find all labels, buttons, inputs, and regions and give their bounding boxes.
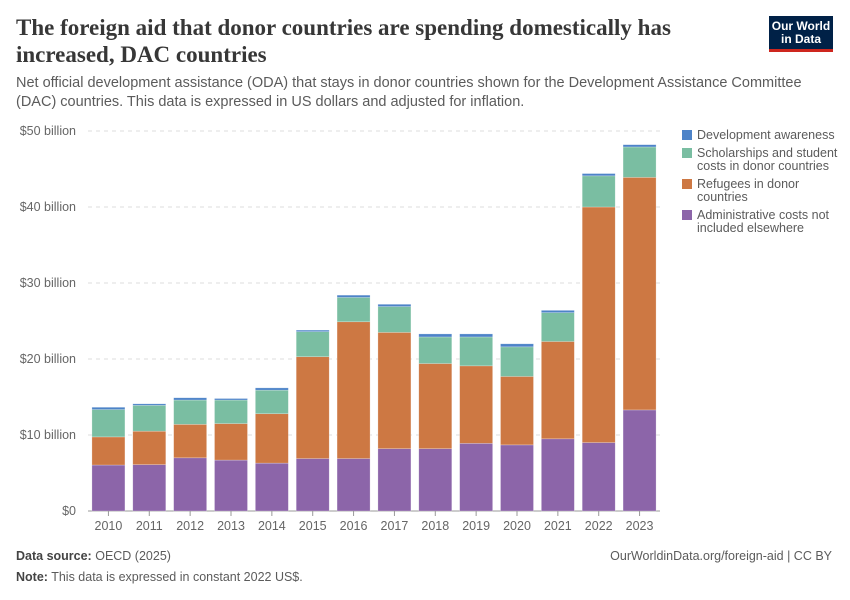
x-tick-label: 2023 <box>626 519 654 533</box>
legend-label: Scholarships and student costs in donor c… <box>697 146 838 173</box>
bar-segment <box>581 206 616 443</box>
note: Note: This data is expressed in constant… <box>16 570 303 584</box>
legend-swatch <box>682 179 692 189</box>
legend-swatch <box>682 148 692 158</box>
bar-segment <box>418 448 453 512</box>
bar-segment <box>581 175 616 208</box>
x-tick-label: 2018 <box>421 519 449 533</box>
bar-segment <box>418 333 453 338</box>
bar-segment <box>336 321 371 459</box>
x-tick-label: 2016 <box>340 519 368 533</box>
bar-segment <box>336 294 371 298</box>
chart-title: The foreign aid that donor countries are… <box>16 15 671 67</box>
bar-segment <box>418 336 453 364</box>
bar-segment <box>214 459 248 512</box>
bar-segment <box>459 365 493 444</box>
y-tick-label: $50 billion <box>20 124 76 138</box>
bar-segment <box>500 444 534 512</box>
bar-segment <box>581 173 616 177</box>
bar-segment <box>255 413 289 464</box>
bar-segment <box>132 430 167 465</box>
bar-segment <box>255 387 289 391</box>
bar-segment <box>377 306 412 333</box>
bar-segment <box>173 399 207 425</box>
legend-label: Refugees in donor countries <box>697 177 799 204</box>
bar-segment <box>622 144 657 148</box>
legend-swatch <box>682 130 692 140</box>
legend-label: Development awareness <box>697 128 835 142</box>
bar-segment <box>622 177 657 411</box>
x-tick-label: 2015 <box>299 519 327 533</box>
bar-segment <box>336 458 371 512</box>
bar-segment <box>500 346 534 377</box>
legend-label: Administrative costs not included elsewhe… <box>697 208 830 235</box>
note-text: This data is expressed in constant 2022 … <box>51 570 303 584</box>
note-label: Note: <box>16 570 48 584</box>
bar-segment <box>377 448 412 512</box>
bar-segment <box>173 424 207 459</box>
bar-segment <box>377 303 412 307</box>
bar-segment <box>91 464 126 512</box>
y-tick-label: $10 billion <box>20 428 76 442</box>
bar-segment <box>418 363 453 449</box>
bar-segment <box>91 409 126 438</box>
chart-subtitle: Net official development assistance (ODA… <box>16 75 802 110</box>
bar-segment <box>622 409 657 512</box>
owid-logo[interactable]: Our World in Data <box>769 16 833 52</box>
x-tick-label: 2011 <box>136 519 163 533</box>
x-tick-label: 2021 <box>544 519 572 533</box>
bar-segment <box>541 341 575 440</box>
bar-segment <box>459 336 493 367</box>
bar-segment <box>541 310 575 313</box>
bar-segment <box>132 405 167 432</box>
x-tick-label: 2017 <box>381 519 409 533</box>
bar-segment <box>132 464 167 512</box>
bar-segment <box>91 406 126 410</box>
x-tick-label: 2020 <box>503 519 531 533</box>
bar-segment <box>500 343 534 348</box>
source-url[interactable]: OurWorldinData.org/foreign-aid | CC BY <box>610 549 832 563</box>
bar-segment <box>214 399 248 424</box>
bar-segment <box>295 356 330 459</box>
x-tick-label: 2022 <box>585 519 613 533</box>
bar-segment <box>214 423 248 461</box>
bar-segment <box>377 332 412 449</box>
bar-segment <box>173 457 207 512</box>
bar-segment <box>459 333 493 338</box>
x-tick-label: 2019 <box>462 519 490 533</box>
x-tick-label: 2014 <box>258 519 286 533</box>
x-tick-label: 2013 <box>217 519 245 533</box>
bar-segment <box>91 436 126 466</box>
data-source: Data source: OECD (2025) <box>16 549 171 563</box>
bar-segment <box>500 376 534 446</box>
y-tick-label: $40 billion <box>20 200 76 214</box>
x-tick-label: 2010 <box>95 519 123 533</box>
source-label: Data source: <box>16 549 92 563</box>
source-link[interactable]: OECD (2025) <box>95 549 171 563</box>
bar-segment <box>541 438 575 512</box>
bar-segment <box>255 389 289 415</box>
x-tick-label: 2012 <box>176 519 204 533</box>
bar-segment <box>173 397 207 401</box>
y-tick-label: $20 billion <box>20 352 76 366</box>
bar-segment <box>214 398 248 401</box>
bar-segment <box>581 442 616 512</box>
bar-segment <box>295 331 330 358</box>
bar-segment <box>295 458 330 512</box>
bar-segment <box>295 329 330 332</box>
legend-swatch <box>682 210 692 220</box>
y-tick-label: $30 billion <box>20 276 76 290</box>
y-tick-label: $0 <box>62 504 76 518</box>
bar-segment <box>336 297 371 323</box>
bar-segment <box>132 403 167 406</box>
bar-segment <box>255 462 289 512</box>
bar-segment <box>459 443 493 512</box>
bar-segment <box>541 312 575 342</box>
bar-segment <box>622 146 657 178</box>
